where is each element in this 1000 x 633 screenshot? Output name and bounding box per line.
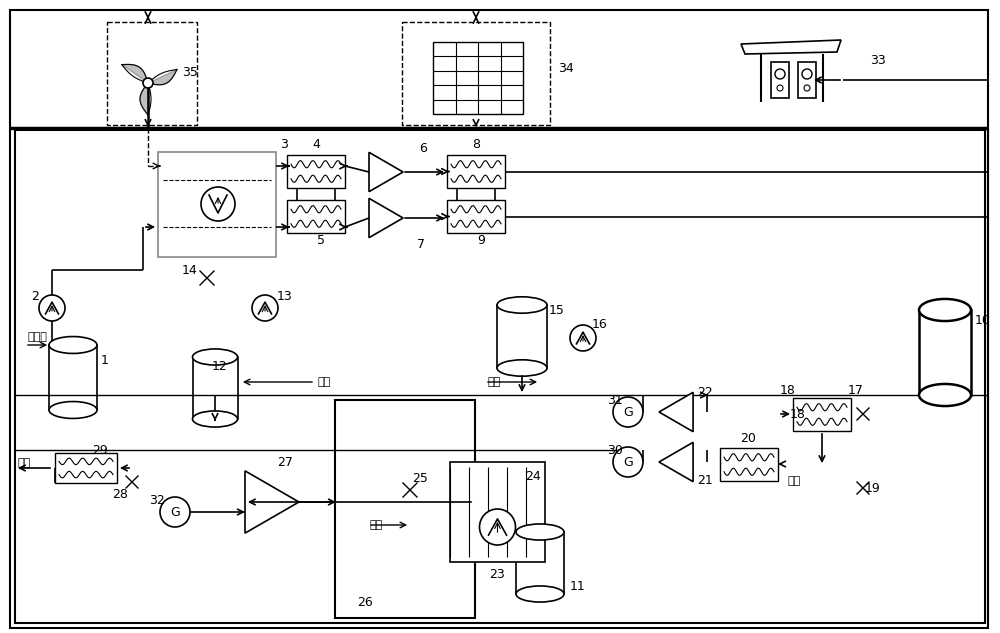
Text: 33: 33: [870, 54, 886, 66]
Circle shape: [570, 325, 596, 351]
Circle shape: [39, 295, 65, 321]
Text: 净化水: 净化水: [28, 332, 48, 342]
Ellipse shape: [919, 299, 971, 321]
Text: 17: 17: [848, 384, 864, 396]
Polygon shape: [122, 65, 148, 83]
Text: 冷水: 冷水: [318, 377, 331, 387]
Text: 19: 19: [865, 482, 881, 494]
Text: 29: 29: [92, 444, 108, 456]
Text: 1: 1: [101, 353, 109, 367]
Text: G: G: [623, 456, 633, 468]
Text: 27: 27: [277, 456, 293, 468]
Text: 10: 10: [975, 313, 991, 327]
Ellipse shape: [516, 524, 564, 540]
Bar: [447, 155, 505, 188]
Text: 4: 4: [312, 139, 320, 151]
Bar: [158, 152, 276, 257]
Circle shape: [775, 69, 785, 79]
Bar: [447, 200, 505, 233]
Ellipse shape: [192, 349, 238, 365]
Bar: [107, 22, 197, 125]
Bar: [335, 400, 475, 618]
Bar: [771, 62, 789, 98]
Circle shape: [802, 69, 812, 79]
Text: 9: 9: [477, 234, 485, 248]
Text: 28: 28: [112, 487, 128, 501]
Text: 25: 25: [412, 472, 428, 484]
Text: 35: 35: [182, 65, 198, 78]
Text: 7: 7: [417, 239, 425, 251]
Text: 12: 12: [212, 361, 228, 373]
Polygon shape: [369, 198, 403, 237]
Bar: [49, 345, 97, 410]
Text: 6: 6: [419, 142, 427, 156]
Ellipse shape: [192, 411, 238, 427]
Ellipse shape: [516, 586, 564, 602]
Text: 21: 21: [697, 473, 713, 487]
Bar: [192, 357, 238, 419]
Text: 5: 5: [317, 234, 325, 248]
Text: 22: 22: [697, 387, 713, 399]
Text: 18: 18: [780, 384, 796, 396]
Bar: [516, 532, 564, 594]
Bar: [402, 22, 550, 125]
Polygon shape: [369, 153, 403, 192]
Bar: [793, 398, 851, 431]
Polygon shape: [659, 392, 693, 432]
Ellipse shape: [919, 384, 971, 406]
Text: 供热: 供热: [488, 377, 501, 387]
Text: 23: 23: [490, 568, 505, 580]
Text: 14: 14: [182, 263, 198, 277]
Circle shape: [480, 509, 516, 545]
Text: 26: 26: [357, 596, 373, 610]
Ellipse shape: [49, 337, 97, 353]
Text: 32: 32: [149, 494, 165, 506]
Text: 排空: 排空: [18, 458, 31, 468]
Polygon shape: [140, 83, 148, 115]
Text: G: G: [623, 406, 633, 418]
Bar: [919, 310, 971, 395]
Circle shape: [613, 397, 643, 427]
Bar: [55, 453, 117, 483]
Bar: [287, 155, 345, 188]
Circle shape: [160, 497, 190, 527]
Text: 16: 16: [592, 318, 608, 332]
Circle shape: [804, 85, 810, 91]
Text: 11: 11: [570, 580, 586, 594]
Circle shape: [143, 78, 153, 88]
Bar: [433, 42, 523, 114]
Text: 30: 30: [607, 444, 623, 456]
Bar: [287, 200, 345, 233]
Bar: [497, 305, 547, 368]
Circle shape: [201, 187, 235, 221]
Text: 18: 18: [790, 408, 806, 420]
Circle shape: [252, 295, 278, 321]
Polygon shape: [245, 471, 299, 533]
Text: 排空: 排空: [788, 476, 801, 486]
Circle shape: [613, 447, 643, 477]
Bar: [15, 130, 985, 623]
Text: 8: 8: [472, 139, 480, 151]
Bar: [798, 62, 816, 98]
Ellipse shape: [49, 401, 97, 418]
Polygon shape: [741, 40, 841, 54]
Polygon shape: [148, 70, 177, 85]
Text: 3: 3: [280, 137, 288, 151]
Text: 空气: 空气: [370, 520, 383, 530]
Ellipse shape: [497, 360, 547, 376]
Text: 34: 34: [558, 61, 574, 75]
Text: 15: 15: [549, 303, 565, 316]
Text: 31: 31: [607, 394, 623, 406]
Polygon shape: [659, 442, 693, 482]
Text: 20: 20: [740, 432, 756, 444]
Ellipse shape: [497, 297, 547, 313]
Text: 13: 13: [277, 291, 293, 303]
Bar: [720, 448, 778, 481]
Text: 2: 2: [31, 291, 39, 303]
Text: 24: 24: [525, 470, 540, 484]
Circle shape: [777, 85, 783, 91]
Bar: [450, 462, 545, 562]
Text: G: G: [170, 506, 180, 518]
